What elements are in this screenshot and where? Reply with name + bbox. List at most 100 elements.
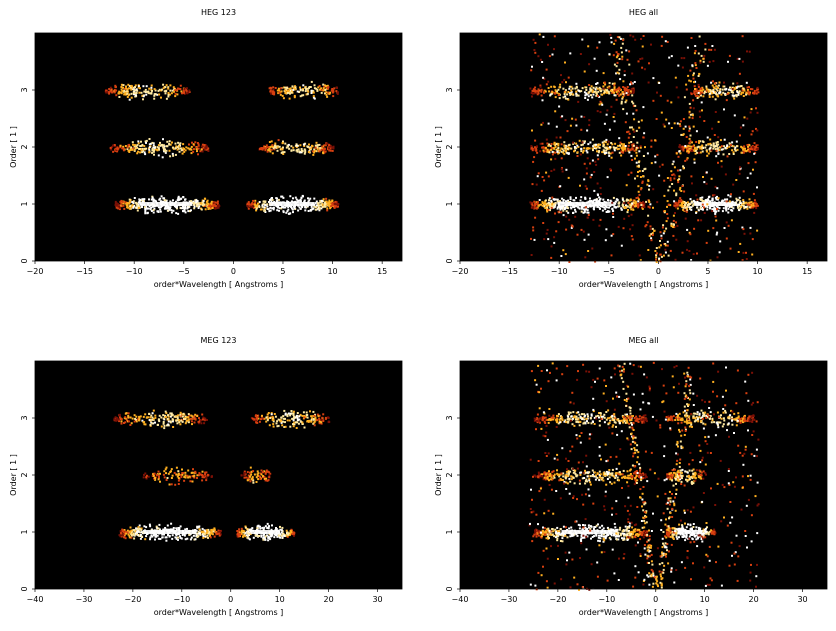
heat-cell <box>715 211 717 213</box>
heat-cell <box>574 146 576 148</box>
event-pixel <box>601 104 603 106</box>
event-pixel <box>562 171 564 173</box>
heat-cell <box>294 207 296 209</box>
event-pixel <box>552 54 554 56</box>
heat-cell <box>292 209 294 211</box>
heat-cell <box>598 196 600 198</box>
event-pixel <box>633 136 635 138</box>
heat-cell <box>624 88 626 90</box>
heat-cell <box>284 418 286 420</box>
heat-cell <box>536 145 538 147</box>
heat-cell <box>283 535 285 537</box>
event-pixel <box>586 188 588 190</box>
heat-cell <box>198 148 200 150</box>
heat-cell <box>734 147 736 149</box>
heat-cell <box>545 199 547 201</box>
event-pixel <box>701 109 703 111</box>
heat-cell <box>741 85 743 87</box>
event-pixel <box>584 97 586 99</box>
heat-cell <box>139 145 141 147</box>
heat-cell <box>688 142 690 144</box>
heat-cell <box>314 424 316 426</box>
event-pixel <box>739 243 741 245</box>
heat-cell <box>164 86 166 88</box>
heat-cell <box>549 204 551 206</box>
heat-cell <box>704 91 706 93</box>
band-core <box>558 202 615 206</box>
heat-cell <box>279 526 281 528</box>
event-pixel <box>644 146 646 148</box>
heat-cell <box>296 415 298 417</box>
heat-cell <box>292 147 294 149</box>
heat-cell <box>627 148 629 150</box>
heat-cell <box>613 197 615 199</box>
heat-cell <box>255 534 257 536</box>
heat-cell <box>262 539 264 541</box>
event-pixel <box>666 213 668 215</box>
heat-cell <box>181 472 183 474</box>
heat-cell <box>162 138 164 140</box>
heat-cell <box>129 424 131 426</box>
event-pixel <box>665 252 667 254</box>
heat-cell <box>731 141 733 143</box>
heat-cell <box>534 87 536 89</box>
event-pixel <box>739 197 741 199</box>
heat-cell <box>293 419 295 421</box>
heat-cell <box>620 155 622 157</box>
heat-cell <box>592 94 594 96</box>
event-pixel <box>606 109 608 111</box>
heat-cell <box>272 86 274 88</box>
heat-cell <box>165 540 167 542</box>
event-pixel <box>628 142 630 144</box>
heat-cell <box>145 526 147 528</box>
heat-cell <box>741 152 743 154</box>
heat-cell <box>289 414 291 416</box>
heat-cell <box>273 426 275 428</box>
heat-cell <box>212 207 214 209</box>
heat-cell <box>184 535 186 537</box>
heat-cell <box>152 412 154 414</box>
heat-cell <box>276 209 278 211</box>
event-pixel <box>655 259 657 261</box>
heat-cell <box>129 199 131 201</box>
heat-cell <box>727 194 729 196</box>
heat-cell <box>182 153 184 155</box>
heat-cell <box>248 208 250 210</box>
heat-cell <box>287 419 289 421</box>
event-pixel <box>531 96 533 98</box>
heat-cell <box>210 529 212 531</box>
event-pixel <box>561 168 563 170</box>
heat-cell <box>137 140 139 142</box>
heat-cell <box>293 425 295 427</box>
heat-cell <box>326 143 328 145</box>
event-pixel <box>727 155 729 157</box>
heat-cell <box>531 203 533 205</box>
heat-cell <box>271 524 273 526</box>
event-pixel <box>694 62 696 64</box>
heat-cell <box>174 416 176 418</box>
heat-cell <box>311 145 313 147</box>
heat-cell <box>122 205 124 207</box>
event-pixel <box>641 67 643 69</box>
heat-cell <box>320 421 322 423</box>
heat-cell <box>619 145 621 147</box>
event-pixel <box>553 48 555 50</box>
event-pixel <box>584 197 586 199</box>
heat-cell <box>698 142 700 144</box>
event-pixel <box>582 141 584 143</box>
heat-cell <box>578 207 580 209</box>
heat-cell <box>149 524 151 526</box>
heat-cell <box>165 90 167 92</box>
event-pixel <box>707 230 709 232</box>
heat-cell <box>598 150 600 152</box>
heat-cell <box>330 205 332 207</box>
event-pixel <box>532 229 534 231</box>
heat-cell <box>160 144 162 146</box>
event-pixel <box>670 250 672 252</box>
event-pixel <box>629 83 631 85</box>
heat-cell <box>200 419 202 421</box>
heat-cell <box>185 146 187 148</box>
heat-cell <box>153 410 155 412</box>
heat-cell <box>243 534 245 536</box>
heat-cell <box>603 144 605 146</box>
